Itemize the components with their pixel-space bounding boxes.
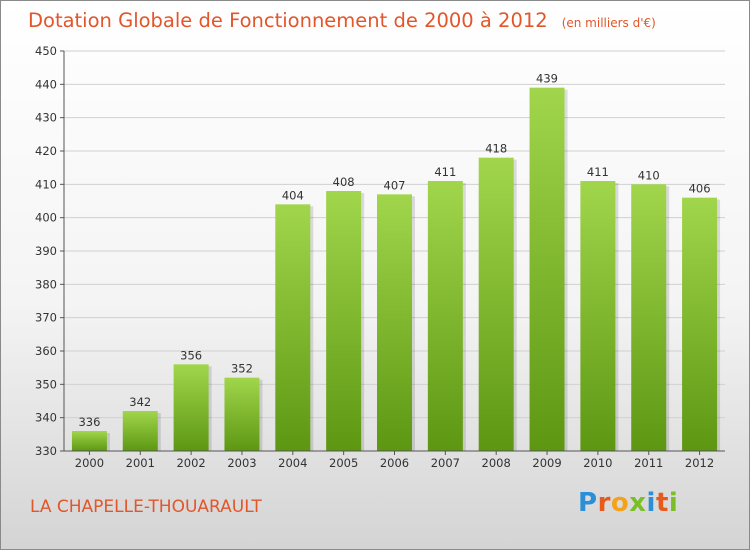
bar-2000 <box>71 431 107 451</box>
y-tick-label: 450 <box>35 44 57 58</box>
x-tick-label: 2010 <box>583 456 612 470</box>
y-tick-label: 390 <box>35 244 57 258</box>
value-label: 410 <box>638 168 660 182</box>
logo-letter: i <box>646 488 656 518</box>
x-tick-label: 2005 <box>329 456 358 470</box>
y-tick-label: 360 <box>35 344 57 358</box>
y-tick-label: 350 <box>35 377 57 391</box>
value-label: 407 <box>384 178 406 192</box>
value-label: 404 <box>282 188 304 202</box>
chart-title: Dotation Globale de Fonctionnement de 20… <box>28 9 656 32</box>
x-tick-label: 2007 <box>431 456 460 470</box>
y-tick-label: 430 <box>35 111 57 125</box>
y-tick-label: 370 <box>35 311 57 325</box>
bar-2008 <box>478 157 514 451</box>
logo-letter: t <box>655 488 669 518</box>
value-label: 406 <box>689 182 711 196</box>
y-tick-label: 410 <box>35 177 57 191</box>
unit-label: (en milliers d'€) <box>561 16 656 30</box>
logo-letter: r <box>597 488 611 518</box>
bar-2002 <box>173 364 209 451</box>
x-tick-label: 2001 <box>126 456 155 470</box>
x-tick-label: 2002 <box>176 456 205 470</box>
y-tick-label: 340 <box>35 411 57 425</box>
value-label: 352 <box>231 362 253 376</box>
y-tick-label: 440 <box>35 77 57 91</box>
value-label: 408 <box>333 175 355 189</box>
x-tick-label: 2008 <box>482 456 511 470</box>
value-label: 418 <box>485 142 507 156</box>
x-tick-label: 2004 <box>278 456 307 470</box>
y-tick-label: 400 <box>35 211 57 225</box>
y-tick-label: 420 <box>35 144 57 158</box>
value-label: 342 <box>129 395 151 409</box>
x-tick-label: 2011 <box>634 456 663 470</box>
logo-letter: P <box>578 488 598 518</box>
x-tick-label: 2006 <box>380 456 409 470</box>
x-tick-label: 2000 <box>75 456 104 470</box>
logo-letter: x <box>629 488 647 518</box>
bar-2010 <box>580 181 616 451</box>
bar-2009 <box>529 87 565 452</box>
bar-2001 <box>122 411 158 451</box>
value-label: 356 <box>180 348 202 362</box>
place-name: LA CHAPELLE-THOUARAULT <box>30 497 262 517</box>
bar-2011 <box>631 184 667 452</box>
value-label: 439 <box>536 72 558 86</box>
bar-2006 <box>377 194 412 452</box>
bar-2005 <box>326 191 362 451</box>
x-tick-label: 2009 <box>532 456 561 470</box>
proxiti-logo: Proxiti <box>578 488 678 518</box>
value-label: 336 <box>78 415 100 429</box>
logo-letter: o <box>610 488 630 518</box>
bar-2003 <box>224 377 260 451</box>
chart-title-text: Dotation Globale de Fonctionnement de 20… <box>28 9 548 32</box>
value-label: 411 <box>587 165 609 179</box>
bar-2004 <box>275 204 311 451</box>
x-tick-label: 2012 <box>685 456 714 470</box>
x-tick-label: 2003 <box>227 456 256 470</box>
y-tick-label: 330 <box>35 444 57 458</box>
bar-2012 <box>682 197 718 451</box>
value-label: 411 <box>434 165 456 179</box>
bar-2007 <box>427 181 463 451</box>
y-tick-label: 380 <box>35 277 57 291</box>
logo-letter: i <box>668 488 679 518</box>
